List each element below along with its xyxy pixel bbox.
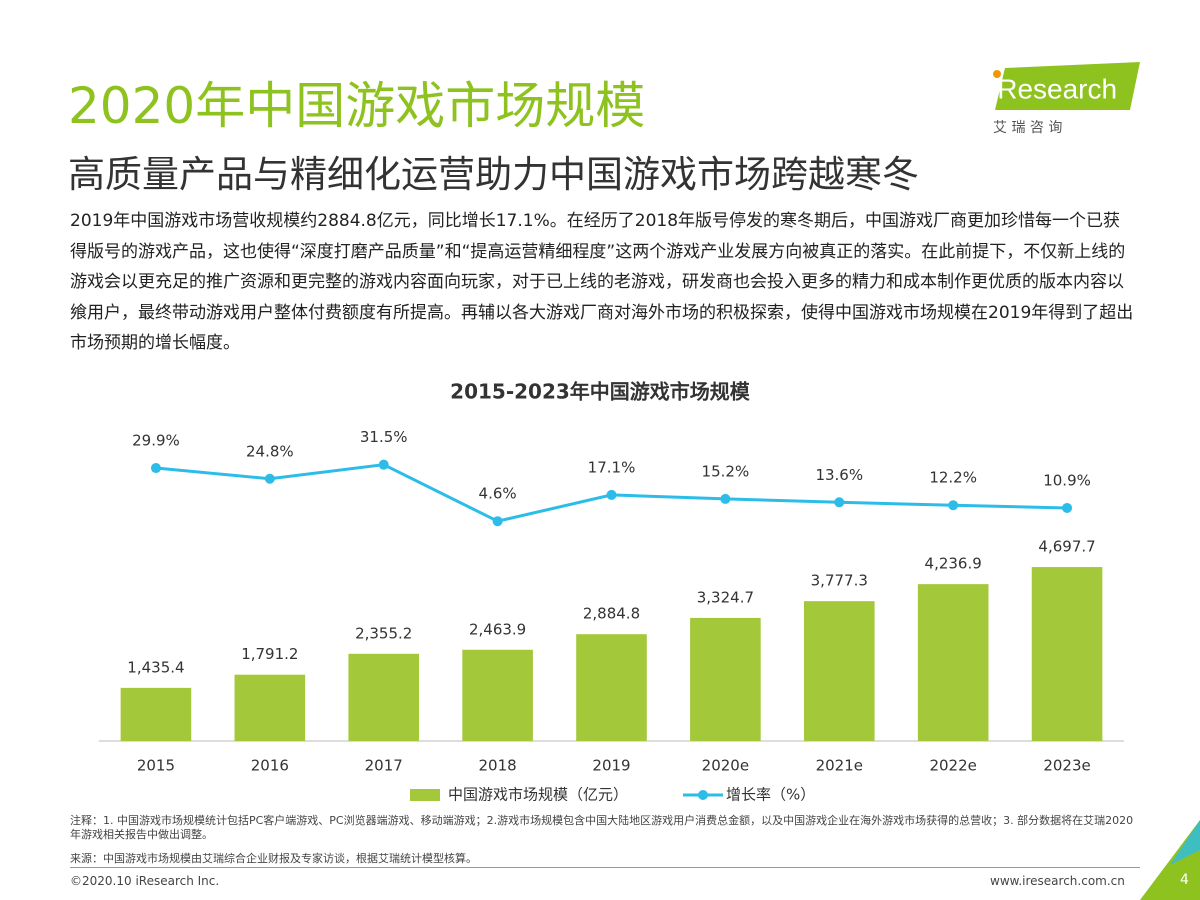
- line-point: [1062, 502, 1073, 513]
- source: 来源：中国游戏市场规模由艾瑞综合企业财报及专家访谈，根据艾瑞统计模型核算。: [70, 852, 477, 865]
- chart-title: 2015-2023年中国游戏市场规模: [450, 380, 751, 404]
- x-tick-label: 2016: [251, 757, 289, 775]
- bar-value-label: 2,463.9: [469, 620, 526, 638]
- bar-value-label: 4,236.9: [925, 555, 982, 573]
- line-point: [720, 493, 731, 504]
- bar: [234, 674, 306, 741]
- line-point: [834, 497, 845, 508]
- website: www.iresearch.com.cn: [990, 874, 1125, 888]
- line-value-label: 15.2%: [702, 462, 750, 480]
- line-point: [606, 489, 617, 500]
- line-value-label: 29.9%: [132, 432, 180, 450]
- logo-subtitle: 艾 瑞 咨 询: [993, 120, 1062, 136]
- x-tick-label: 2022e: [929, 757, 976, 775]
- legend-swatch: [410, 789, 440, 801]
- bar: [348, 653, 420, 741]
- bar-value-label: 2,355.2: [355, 624, 412, 642]
- body-text: 2019年中国游戏市场营收规模约2884.8亿元，同比增长17.1%。在经历了2…: [70, 211, 1134, 353]
- bar: [690, 617, 761, 741]
- legend-swatch-dot: [698, 790, 709, 800]
- bar: [1031, 567, 1103, 741]
- footer-rule: [70, 867, 1140, 868]
- x-tick-label: 2021e: [816, 757, 863, 775]
- logo-text: iResearch: [991, 73, 1117, 104]
- bar-value-label: 1,791.2: [241, 645, 298, 663]
- corner-triangle: [1140, 820, 1200, 900]
- bar: [576, 634, 647, 741]
- slide-subtitle: 高质量产品与精细化运营助力中国游戏市场跨越寒冬: [68, 153, 919, 196]
- line-value-label: 12.2%: [929, 469, 977, 487]
- logo: iResearch 艾 瑞 咨 询: [991, 62, 1140, 136]
- bar-value-label: 1,435.4: [127, 658, 184, 676]
- bar: [120, 687, 192, 741]
- logo-dot: [993, 70, 1001, 78]
- x-tick-label: 2017: [365, 757, 403, 775]
- x-tick-label: 2019: [592, 757, 630, 775]
- x-tick-label: 2015: [137, 757, 175, 775]
- x-tick-label: 2023e: [1043, 757, 1090, 775]
- line-point: [492, 516, 503, 527]
- bar: [917, 584, 989, 741]
- legend-label: 增长率（%）: [726, 786, 815, 804]
- line-point: [264, 473, 275, 484]
- bar-value-label: 2,884.8: [583, 605, 640, 623]
- logo-background: [995, 62, 1140, 110]
- copyright: ©2020.10 iResearch Inc.: [70, 874, 220, 888]
- notes: 注释：1. 中国游戏市场规模统计包括PC客户端游戏、PC浏览器端游戏、移动端游戏…: [70, 814, 1134, 841]
- page-number: 4: [1180, 872, 1189, 888]
- bar-value-label: 3,324.7: [697, 588, 754, 606]
- x-tick-label: 2020e: [702, 757, 749, 775]
- bar: [462, 649, 533, 741]
- line-value-label: 4.6%: [479, 485, 517, 503]
- corner-accent: [1170, 820, 1200, 865]
- line-point: [948, 500, 959, 511]
- line-point: [378, 459, 389, 470]
- chart: 2015-2023年中国游戏市场规模 2015 2016 2017 2018 2019 20…: [99, 380, 1124, 804]
- line-value-label: 10.9%: [1043, 471, 1091, 489]
- bar-value-label: 3,777.3: [811, 572, 868, 590]
- line-value-label: 13.6%: [815, 466, 863, 484]
- bar: [803, 601, 875, 741]
- line-value-label: 17.1%: [588, 458, 636, 476]
- corner: 4: [1140, 820, 1200, 900]
- legend-label: 中国游戏市场规模（亿元）: [448, 786, 628, 804]
- line-point: [150, 463, 161, 474]
- line-value-label: 24.8%: [246, 442, 294, 460]
- line-value-label: 31.5%: [360, 428, 408, 446]
- x-tick-label: 2018: [479, 757, 517, 775]
- bar-value-label: 4,697.7: [1038, 538, 1095, 556]
- slide-title: 2020年中国游戏市场规模: [68, 77, 646, 135]
